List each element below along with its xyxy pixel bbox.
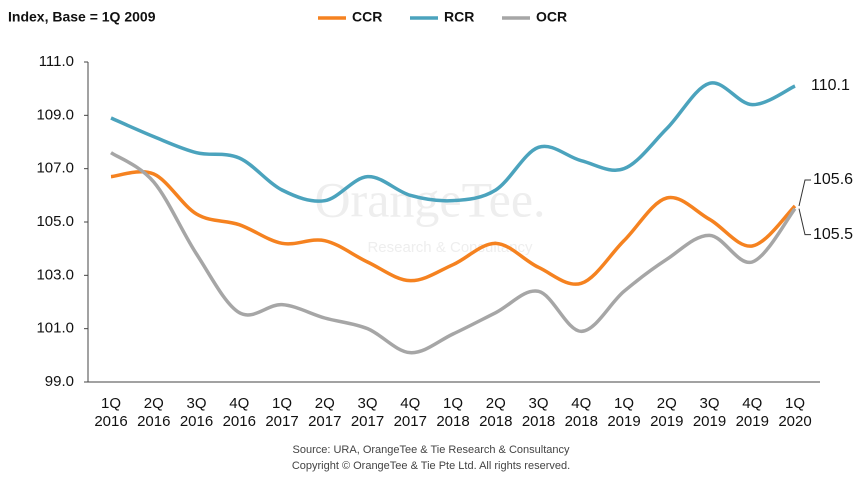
x-tick-label: 4Q 2016 [223, 395, 256, 430]
source: Source: URA, OrangeTee & Tie Research & … [293, 444, 570, 456]
x-tick-label: 3Q 2019 [693, 395, 726, 430]
x-tick-label: 3Q 2018 [522, 395, 555, 430]
leader-line [798, 179, 811, 207]
legend-label: CCR [352, 9, 382, 25]
y-tick-label: 101.0 [36, 320, 74, 337]
data-label: 105.5 [813, 226, 853, 243]
x-tick-label: 3Q 2017 [351, 395, 384, 430]
series-line [110, 151, 797, 355]
x-tick-label: 1Q 2016 [94, 395, 127, 430]
legend-label: RCR [444, 9, 474, 25]
x-tick-label: 1Q 2019 [607, 395, 640, 430]
y-tick-label: 103.0 [36, 266, 74, 283]
source: Copyright © OrangeTee & Tie Pte Ltd. All… [292, 460, 570, 472]
leader-line [798, 208, 811, 236]
y-tick-label: 105.0 [36, 213, 74, 230]
series-line [110, 81, 796, 203]
chart-title: Index, Base = 1Q 2009 [8, 9, 156, 25]
x-tick-label: 2Q 2017 [308, 395, 341, 430]
x-tick-label: 2Q 2016 [137, 395, 170, 430]
y-tick-label: 99.0 [45, 373, 74, 390]
x-tick-label: 4Q 2019 [736, 395, 769, 430]
x-tick-label: 1Q 2017 [265, 395, 298, 430]
x-tick-label: 2Q 2019 [650, 395, 683, 430]
x-tick-label: 4Q 2017 [394, 395, 427, 430]
data-label: 110.1 [811, 77, 850, 94]
y-tick-label: 109.0 [36, 106, 74, 123]
legend-label: OCR [536, 9, 567, 25]
series-line [110, 169, 797, 286]
x-tick-label: 1Q 2020 [778, 395, 811, 430]
x-tick-label: 4Q 2018 [565, 395, 598, 430]
x-tick-label: 3Q 2016 [180, 395, 213, 430]
y-tick-label: 111.0 [39, 53, 74, 70]
x-tick-label: 2Q 2018 [479, 395, 512, 430]
y-tick-label: 107.0 [36, 160, 74, 177]
x-tick-label: 1Q 2018 [436, 395, 469, 430]
data-label: 105.6 [813, 171, 853, 188]
